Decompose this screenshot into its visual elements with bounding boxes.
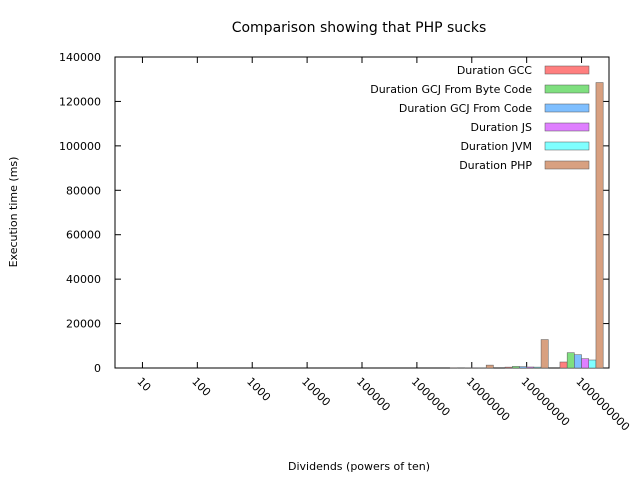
bar [540, 339, 549, 369]
bar [574, 354, 582, 369]
y-tick-label: 140000 [59, 51, 101, 64]
bar [559, 361, 568, 369]
legend-swatch [544, 160, 590, 170]
y-tick-label: 100000 [59, 140, 101, 153]
bars [449, 82, 604, 369]
bar [504, 366, 513, 369]
y-tick-label: 40000 [66, 273, 101, 286]
x-tick-label: 10000 [299, 375, 333, 409]
bar [526, 366, 535, 369]
y-axis-label: Execution time (ms) [7, 157, 20, 268]
legend-swatch [544, 65, 590, 75]
x-tick-label: 1000 [244, 375, 273, 404]
x-tick-label: 100 [189, 375, 213, 399]
x-axis-label: Dividends (powers of ten) [288, 460, 430, 473]
x-tick-label: 1000000000 [573, 375, 632, 434]
legend-swatch [544, 84, 590, 94]
y-tick-label: 0 [94, 362, 101, 375]
plot-frame [114, 56, 610, 369]
x-tick-label: 100000000 [519, 375, 573, 429]
x-tick-label: 10 [134, 375, 153, 394]
bar [595, 82, 604, 369]
bar [581, 358, 590, 369]
x-axis: 10 100 1000 10000 100000 1000000 10000000 10000… [134, 57, 632, 434]
legend-entry-label: Duration JS [471, 121, 533, 134]
legend-entry-label: Duration GCJ From Code [399, 102, 532, 115]
y-tick-label: 120000 [59, 95, 101, 108]
bar [566, 352, 575, 369]
y-axis: 0 20000 40000 60000 80000 100000 120000 140000 [59, 51, 609, 375]
x-tick-label: 10000000 [464, 375, 513, 424]
legend-swatch [544, 103, 590, 113]
bar [533, 366, 542, 369]
bar [519, 366, 527, 369]
y-tick-label: 20000 [66, 318, 101, 331]
legend-entry-label: Duration PHP [459, 159, 532, 172]
bar [485, 364, 494, 369]
x-tick-label: 100000 [354, 375, 393, 414]
y-tick-label: 60000 [66, 229, 101, 242]
legend-entry-label: Duration GCC [457, 64, 532, 77]
legend-swatch [544, 122, 590, 132]
chart-title: Comparison showing that PHP sucks [232, 20, 487, 36]
legend-entry-label: Duration JVM [460, 140, 532, 153]
legend-entry-label: Duration GCJ From Byte Code [370, 83, 532, 96]
x-tick-label: 1000000 [409, 375, 453, 419]
bar [512, 366, 520, 369]
legend: Duration GCC Duration GCJ From Byte Code D… [370, 64, 590, 172]
bar [588, 359, 597, 369]
y-tick-label: 80000 [66, 184, 101, 197]
legend-swatch [544, 141, 590, 151]
